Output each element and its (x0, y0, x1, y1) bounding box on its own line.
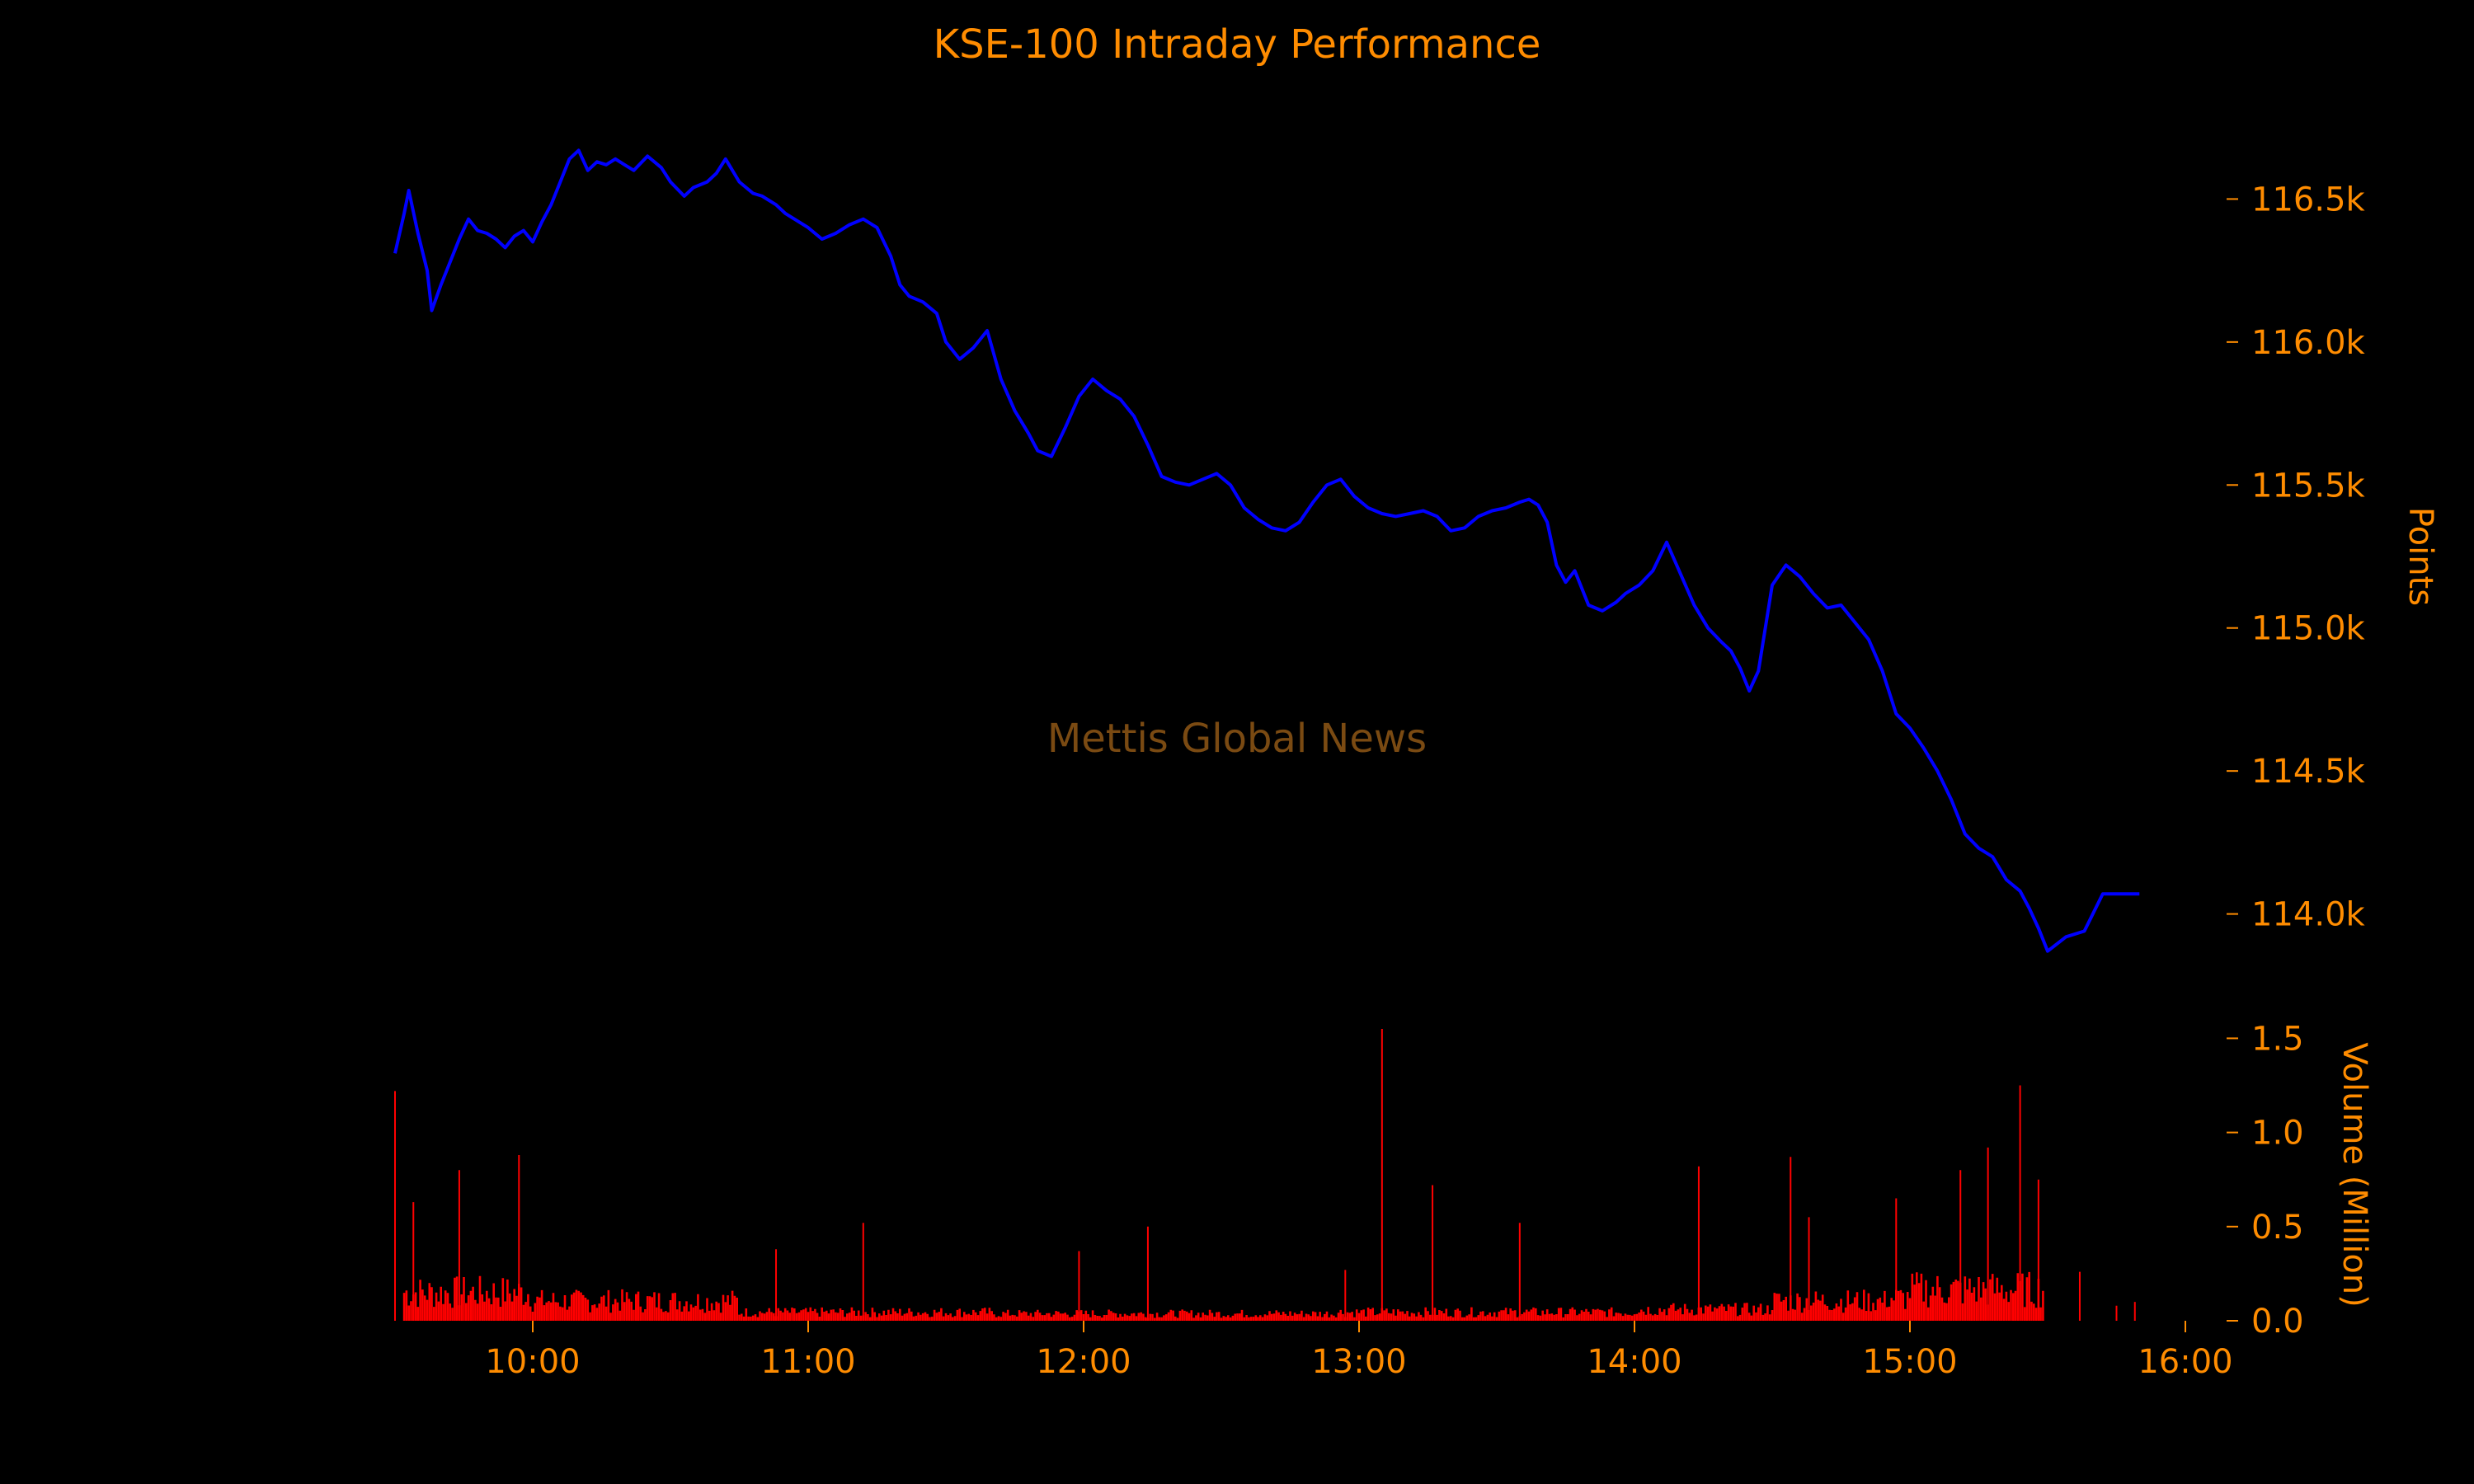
volume-axis-label: Volume (Million) (2335, 1042, 2373, 1307)
price-line (393, 148, 2140, 953)
watermark-text: Mettis Global News (1047, 716, 1427, 762)
time-tick-label: 11:00 (760, 1343, 855, 1381)
volume-base-bars (402, 1271, 2044, 1321)
volume-tick-label: 1.0 (2251, 1115, 2304, 1153)
time-tick-label: 13:00 (1311, 1343, 1406, 1381)
volume-tick-label: 0.5 (2251, 1209, 2304, 1247)
time-tick-label: 10:00 (485, 1343, 580, 1381)
price-tick-label: 116.0k (2251, 324, 2366, 362)
volume-tick-label: 1.5 (2251, 1020, 2304, 1058)
time-tick-label: 14:00 (1587, 1343, 1681, 1381)
volume-series (394, 1029, 2136, 1321)
volume-tick-label: 0.0 (2251, 1303, 2304, 1341)
time-tick-label: 12:00 (1036, 1343, 1131, 1381)
price-tick-label: 115.0k (2251, 610, 2366, 648)
price-tick-label: 114.5k (2251, 753, 2366, 791)
price-series (393, 148, 2140, 953)
time-tick-label: 15:00 (1862, 1343, 1957, 1381)
price-tick-label: 116.5k (2251, 181, 2366, 218)
price-tick-label: 114.0k (2251, 896, 2366, 934)
price-axis-label: Points (2401, 507, 2439, 606)
time-tick-label: 16:00 (2138, 1343, 2232, 1381)
chart-title: KSE-100 Intraday Performance (934, 21, 1541, 68)
time-axis: 10:00 11:00 12:00 13:00 14:00 15:00 16:00 (485, 1321, 2233, 1381)
price-tick-label: 115.5k (2251, 467, 2366, 505)
volume-axis: 0.0 0.5 1.0 1.5 (2227, 1020, 2304, 1341)
price-axis: 114.0k 114.5k 115.0k 115.5k 116.0k 116.5k (2227, 181, 2366, 934)
